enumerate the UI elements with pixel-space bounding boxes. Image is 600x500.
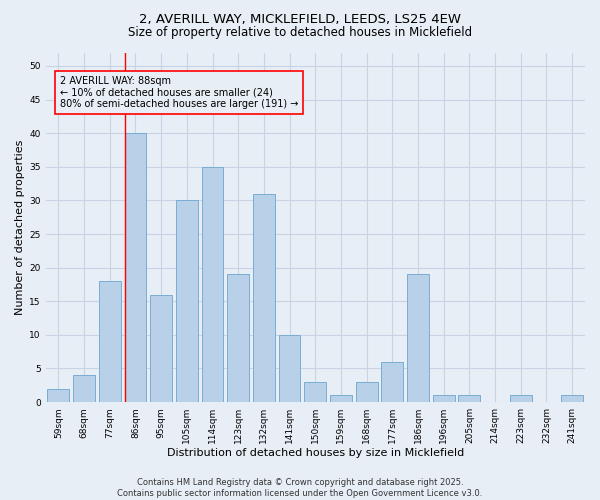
Bar	[253, 194, 275, 402]
Y-axis label: Number of detached properties: Number of detached properties	[15, 140, 25, 315]
Bar	[304, 382, 326, 402]
Bar	[99, 281, 121, 402]
Bar	[561, 396, 583, 402]
Bar	[202, 167, 223, 402]
X-axis label: Distribution of detached houses by size in Micklefield: Distribution of detached houses by size …	[167, 448, 464, 458]
Bar	[382, 362, 403, 402]
Bar	[356, 382, 377, 402]
Bar	[150, 294, 172, 402]
Bar	[176, 200, 198, 402]
Bar	[510, 396, 532, 402]
Bar	[330, 396, 352, 402]
Bar	[227, 274, 249, 402]
Text: Contains HM Land Registry data © Crown copyright and database right 2025.
Contai: Contains HM Land Registry data © Crown c…	[118, 478, 482, 498]
Text: Size of property relative to detached houses in Micklefield: Size of property relative to detached ho…	[128, 26, 472, 39]
Bar	[47, 388, 69, 402]
Bar	[407, 274, 429, 402]
Bar	[73, 375, 95, 402]
Text: 2 AVERILL WAY: 88sqm
← 10% of detached houses are smaller (24)
80% of semi-detac: 2 AVERILL WAY: 88sqm ← 10% of detached h…	[59, 76, 298, 109]
Bar	[125, 133, 146, 402]
Bar	[433, 396, 455, 402]
Bar	[278, 335, 301, 402]
Bar	[458, 396, 481, 402]
Text: 2, AVERILL WAY, MICKLEFIELD, LEEDS, LS25 4EW: 2, AVERILL WAY, MICKLEFIELD, LEEDS, LS25…	[139, 12, 461, 26]
